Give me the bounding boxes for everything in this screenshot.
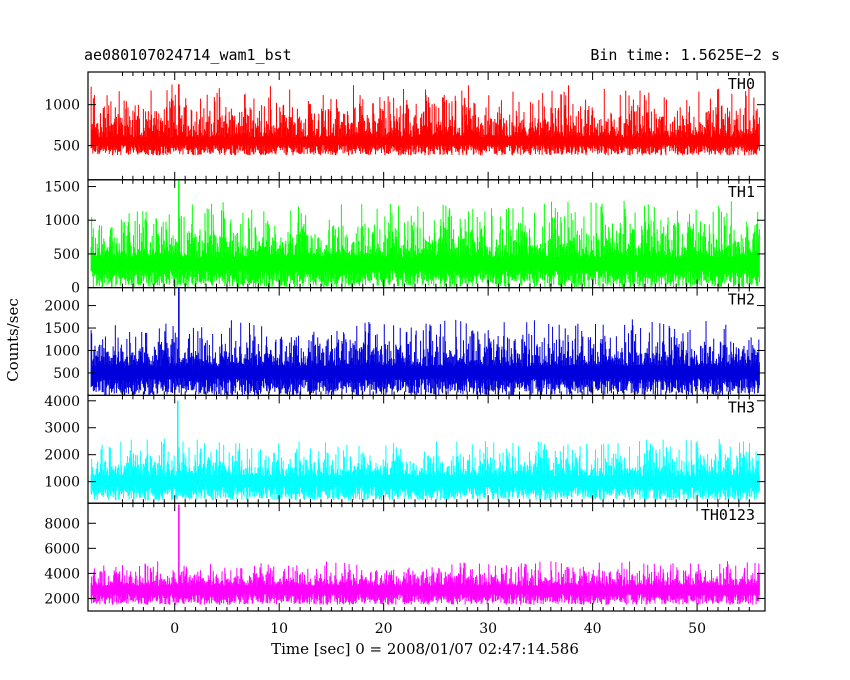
- y-tick-label: 500: [53, 366, 80, 382]
- x-tick-label: 0: [170, 621, 179, 637]
- panel-frame: [87, 502, 766, 612]
- y-tick-label: 8000: [44, 516, 80, 532]
- y-tick-label: 500: [53, 247, 80, 263]
- y-tick-label: 1000: [44, 475, 80, 491]
- y-tick-label: 500: [53, 139, 80, 155]
- y-tick-label: 2000: [44, 299, 80, 315]
- y-tick-label: 2000: [44, 448, 80, 464]
- y-tick-label: 4000: [44, 394, 80, 410]
- y-tick-label: 1500: [44, 180, 80, 196]
- panel-th3: 1000 2000 3000 4000 TH3: [44, 394, 766, 504]
- series-line-th1: [90, 179, 760, 288]
- panel-name-label: TH2: [728, 291, 755, 309]
- panel-name-label: TH1: [728, 183, 755, 201]
- x-tick-label: 10: [270, 621, 288, 637]
- y-tick-label: 3000: [44, 421, 80, 437]
- x-tick-label: 30: [479, 621, 497, 637]
- y-tick-label: 2000: [44, 591, 80, 607]
- series-line-th0123: [90, 504, 760, 605]
- series-line-th0: [90, 84, 760, 156]
- y-tick-label: 1000: [44, 343, 80, 359]
- y-tick-label: 1000: [44, 213, 80, 229]
- x-tick-label: 50: [688, 621, 706, 637]
- y-tick-label: 6000: [44, 541, 80, 557]
- chart-title-right: Bin time: 1.5625E−2 s: [590, 46, 780, 64]
- panel-th1: 0 500 1000 1500 TH1: [44, 179, 766, 297]
- panel-name-label: TH0: [728, 75, 755, 93]
- panel-name-label: TH3: [728, 398, 755, 416]
- panel-th0: 500 1000 TH0: [44, 71, 766, 181]
- y-tick-label: 4000: [44, 566, 80, 582]
- panel-th2: 500 1000 1500 2000 TH2: [44, 287, 766, 397]
- x-axis: 0 10 20 30 40 50: [170, 621, 706, 637]
- x-tick-label: 20: [375, 621, 393, 637]
- panels: 500 1000 TH0 0 500 1000 1500 TH1 500 1000 1500 2000…: [44, 71, 766, 612]
- chart-title-left: ae080107024714_wam1_bst: [84, 46, 292, 64]
- x-tick-label: 40: [584, 621, 602, 637]
- panel-th0123: 2000 4000 6000 8000 TH0123: [44, 502, 766, 612]
- x-axis-label: Time [sec] 0 = 2008/01/07 02:47:14.586: [271, 640, 579, 658]
- y-axis-label: Counts/sec: [4, 298, 22, 382]
- series-line-th3: [90, 400, 760, 501]
- y-tick-label: 1500: [44, 321, 80, 337]
- y-tick-label: 0: [71, 281, 80, 297]
- y-tick-label: 1000: [44, 98, 80, 114]
- panel-name-label: TH0123: [701, 506, 755, 524]
- series-line-th2: [90, 287, 760, 396]
